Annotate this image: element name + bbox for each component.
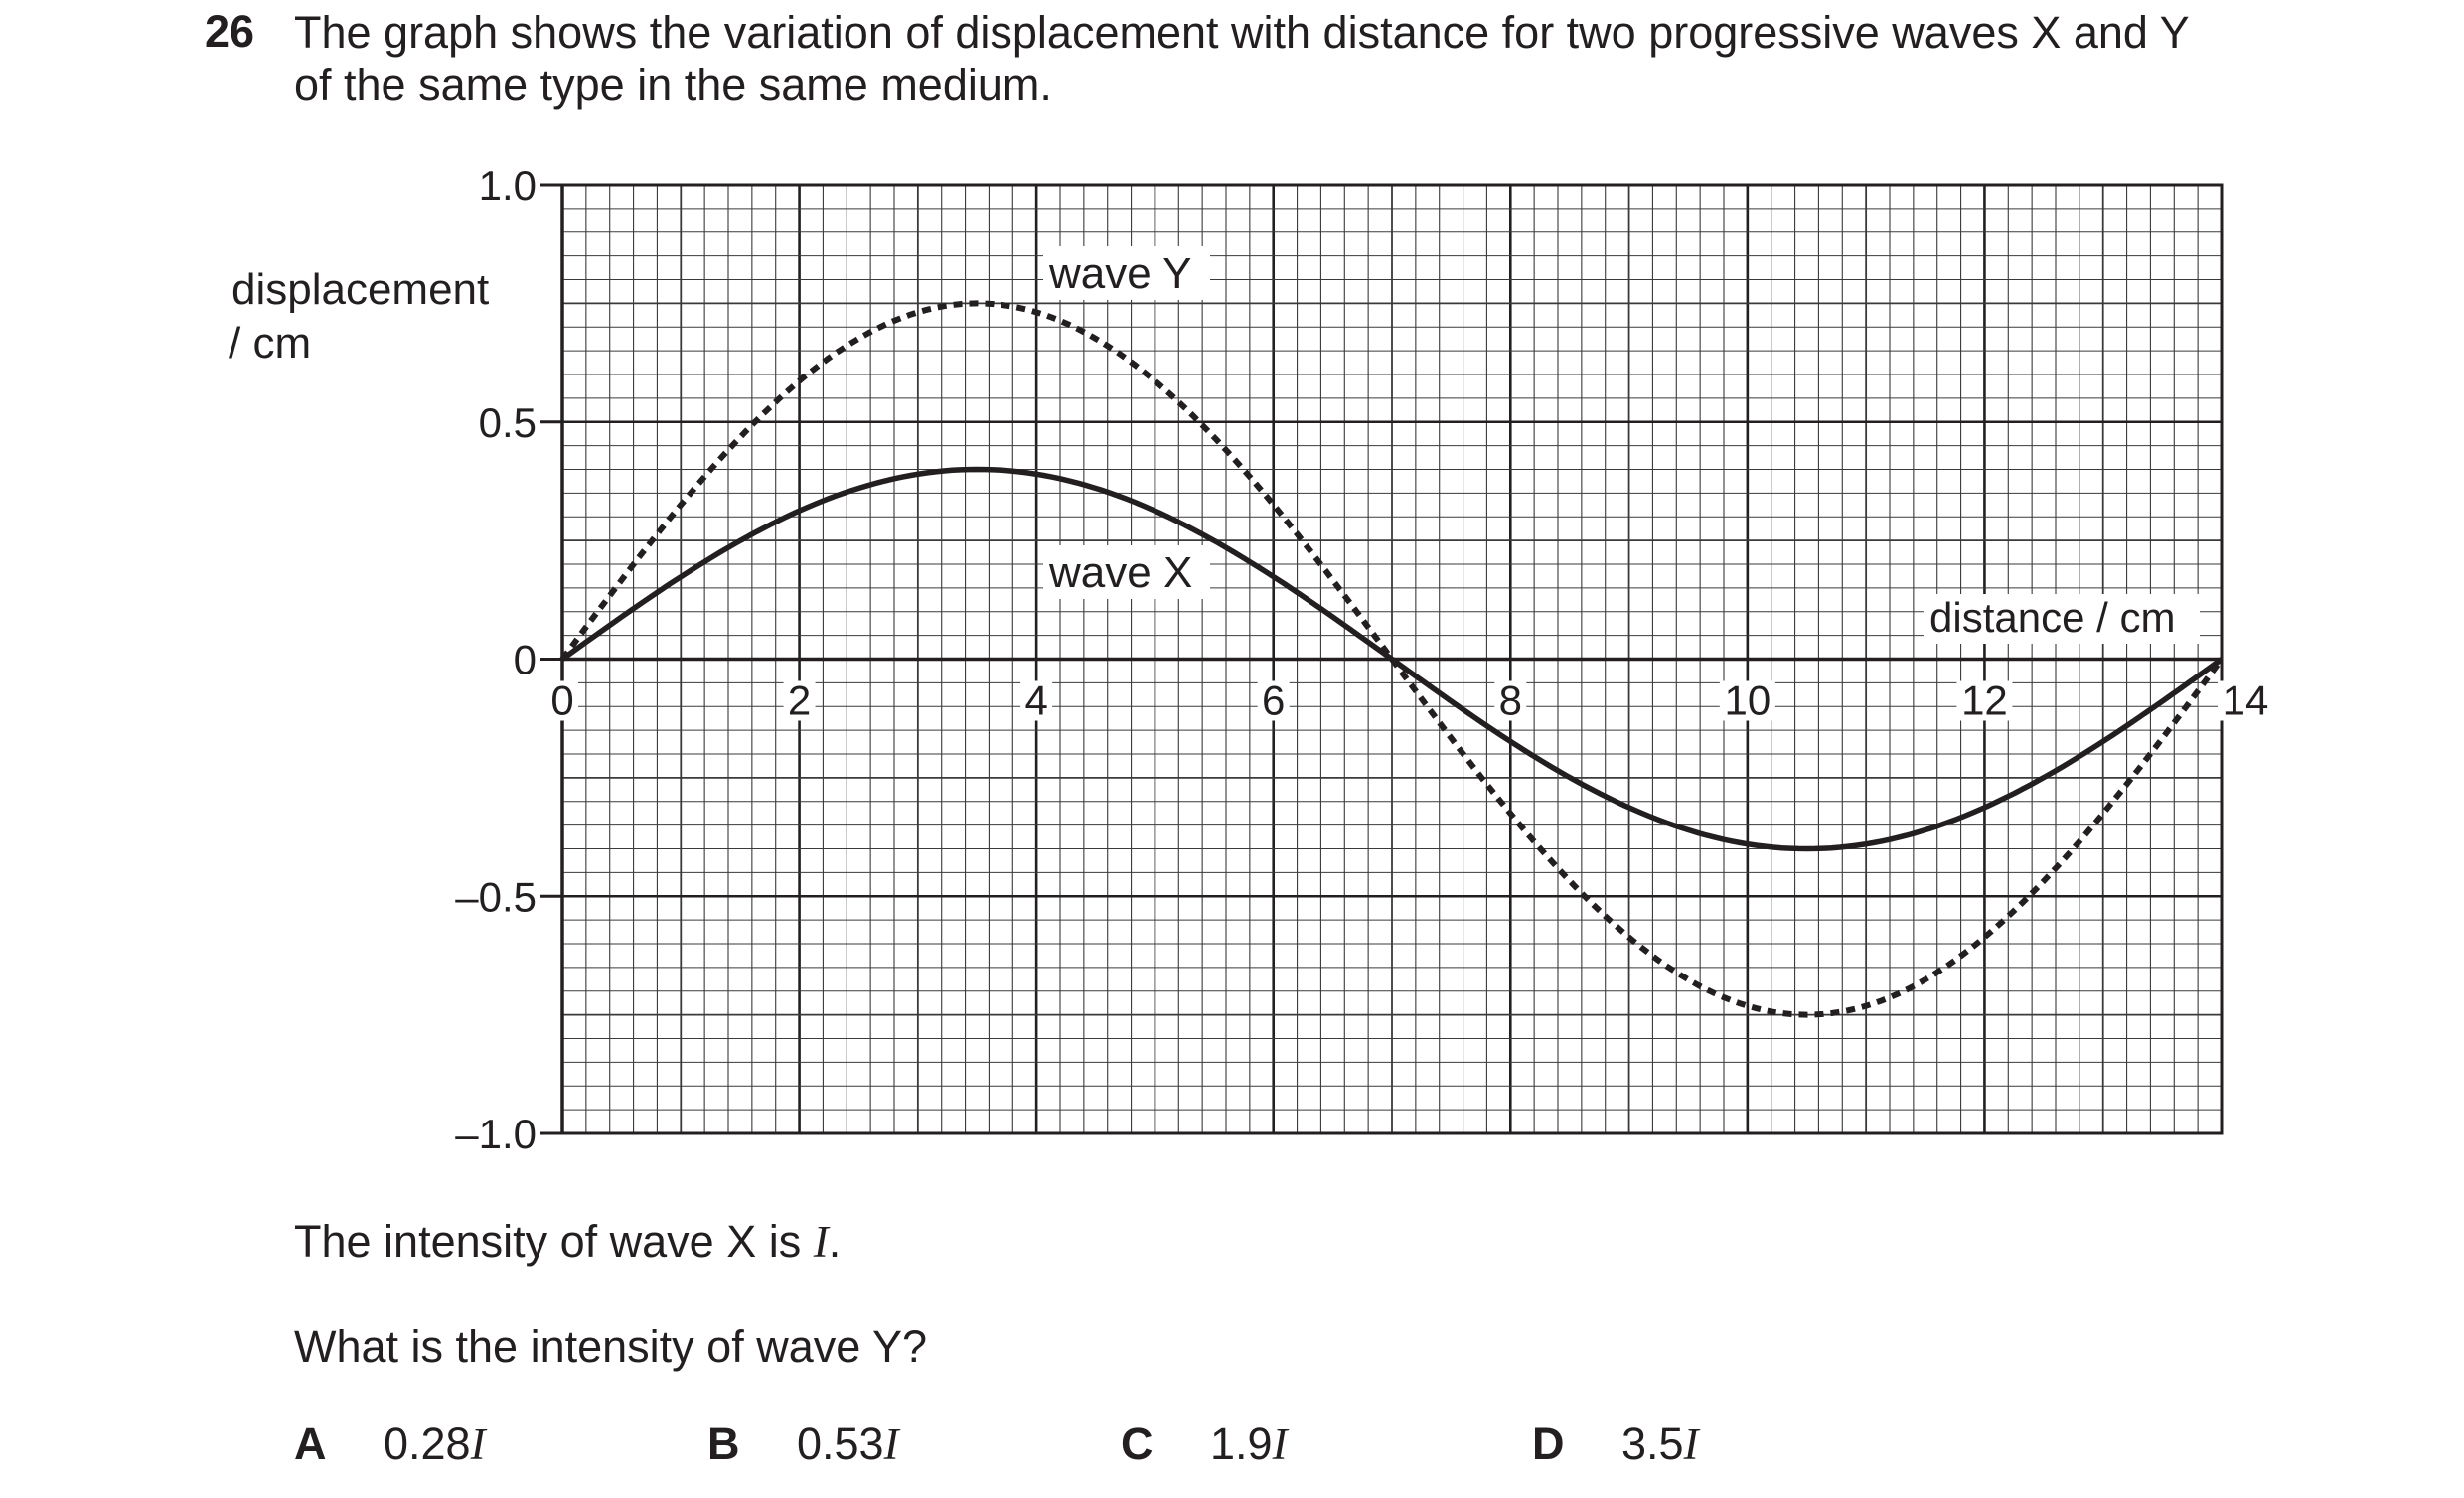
x-tick-label-bg [783, 680, 816, 721]
question-prompt: What is the intensity of wave Y? [294, 1321, 927, 1372]
option-symbol: I [883, 1420, 899, 1469]
option-value: 3.5 [1621, 1419, 1684, 1469]
y-tick-label: –0.5 [455, 873, 537, 920]
question-number: 26 [205, 6, 255, 57]
x-tick-label-bg [1257, 680, 1290, 721]
wave-y-curve [559, 300, 2225, 1018]
x-tick-label: 14 [2223, 677, 2269, 724]
question-stem: The graph shows the variation of displac… [294, 6, 2190, 111]
option-symbol: I [1272, 1420, 1288, 1469]
x-tick-label-bg [1494, 680, 1527, 721]
option-letter: C [1121, 1419, 1154, 1469]
option-c[interactable]: C 1.9I [1121, 1419, 1288, 1470]
x-tick-label-bg [1020, 680, 1053, 721]
wave-y-label-bg [1043, 246, 1210, 300]
intensity-period: . [828, 1216, 842, 1267]
y-tick-label: 1.0 [479, 162, 537, 209]
x-axis-title: distance / cm [1929, 594, 2175, 641]
graph-series [559, 300, 2225, 1018]
y-tick-label: 0 [514, 637, 537, 683]
option-symbol: I [1683, 1420, 1699, 1469]
intensity-symbol: I [813, 1217, 829, 1267]
x-axis-title-bg [1924, 594, 2200, 644]
option-value: 1.9 [1210, 1419, 1273, 1469]
option-letter: A [294, 1419, 327, 1469]
question-stem-line-2: of the same type in the same medium. [294, 60, 1052, 110]
question-stem-line-1: The graph shows the variation of displac… [294, 7, 2190, 58]
x-tick-label-bg [546, 680, 578, 721]
y-tick-label: 0.5 [479, 399, 537, 446]
x-tick-label: 10 [1724, 677, 1771, 724]
option-letter: B [707, 1419, 740, 1469]
x-tick-label: 12 [1961, 677, 2008, 724]
x-tick-label: 2 [788, 677, 811, 724]
intensity-statement: The intensity of wave X is I. [294, 1216, 841, 1268]
wave-y-label: wave Y [1048, 249, 1192, 298]
option-letter: D [1532, 1419, 1565, 1469]
option-d[interactable]: D 3.5I [1532, 1419, 1699, 1470]
y-axis-title-line-2: / cm [229, 319, 311, 368]
option-value: 0.28 [384, 1419, 471, 1469]
x-tick-label: 4 [1024, 677, 1047, 724]
option-symbol: I [470, 1420, 486, 1469]
option-b[interactable]: B 0.53I [707, 1419, 899, 1470]
x-tick-label-bg [1719, 680, 1775, 721]
x-tick-label-bg [1956, 680, 2013, 721]
graph-labels: 1.0 0.5 0 –0.5 –1.0 0 2 4 6 8 10 12 14 wave Y wave X di… [229, 162, 2273, 1157]
x-tick-label: 0 [550, 677, 573, 724]
x-tick-label: 8 [1499, 677, 1522, 724]
option-value: 0.53 [797, 1419, 884, 1469]
option-a[interactable]: A 0.28I [294, 1419, 486, 1470]
x-tick-label: 6 [1262, 677, 1285, 724]
x-tick-label-bg [2218, 680, 2273, 721]
intensity-statement-text: The intensity of wave X is [294, 1216, 814, 1267]
wave-x-label-bg [1043, 545, 1210, 599]
y-axis-title-line-1: displacement [231, 265, 489, 314]
wave-x-label: wave X [1048, 548, 1192, 597]
y-tick-label: –1.0 [455, 1111, 537, 1157]
